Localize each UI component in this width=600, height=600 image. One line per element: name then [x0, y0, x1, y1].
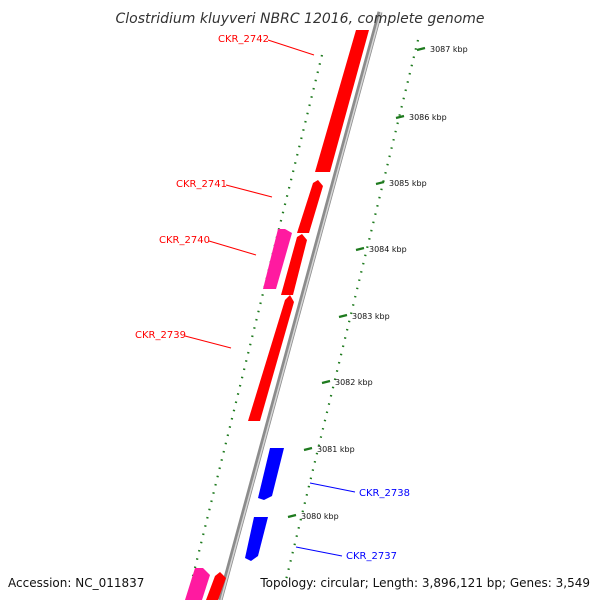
tick-label: 3081 kbp	[317, 445, 355, 454]
gene-leader-line	[309, 482, 356, 493]
gene-ckr-2741-arrow	[297, 180, 323, 233]
feature-ckr-2740-upper	[263, 229, 292, 289]
gene-leader-line	[225, 184, 273, 198]
gene-label-ckr-2738[interactable]: CKR_2738	[359, 488, 410, 499]
tick-mark	[287, 513, 297, 519]
gene-label-ckr-2737[interactable]: CKR_2737	[346, 551, 397, 562]
tick-label: 3085 kbp	[389, 179, 427, 188]
tick-mark	[355, 246, 365, 252]
gene-ckr-2738-arrow	[258, 448, 284, 500]
tick-label: 3082 kbp	[335, 378, 373, 387]
tick-label: 3083 kbp	[352, 312, 390, 321]
feature-bottom-pink	[185, 568, 210, 600]
tick-label: 3080 kbp	[301, 512, 339, 521]
gene-ckr-2739-arrow	[248, 295, 294, 421]
tick-mark	[321, 379, 331, 385]
gene-ckr-2742-arrow	[315, 30, 369, 172]
gene-ckr-2737-arrow	[245, 517, 268, 561]
tick-label: 3087 kbp	[430, 45, 468, 54]
gene-leader-line	[184, 335, 232, 349]
gene-leader-line	[208, 240, 257, 256]
gene-leader-line	[295, 546, 343, 557]
tick-label: 3086 kbp	[409, 113, 447, 122]
gene-label-ckr-2739[interactable]: CKR_2739	[135, 330, 186, 341]
genome-backbone	[215, 10, 385, 600]
gene-leader-line	[267, 39, 315, 56]
gene-ckr-2740-arrow	[281, 234, 307, 295]
map-title: Clostridium kluyveri NBRC 12016, complet…	[115, 11, 484, 27]
tick-label: 3084 kbp	[369, 245, 407, 254]
gene-bottom-red	[206, 572, 226, 600]
tick-mark	[395, 114, 405, 120]
gene-label-ckr-2740[interactable]: CKR_2740	[159, 235, 210, 246]
tick-mark	[375, 180, 385, 186]
tick-mark	[416, 46, 426, 52]
inner-dotted-rail	[190, 54, 324, 581]
gene-label-ckr-2741[interactable]: CKR_2741	[176, 179, 227, 190]
topology-text: Topology: circular; Length: 3,896,121 bp…	[259, 576, 590, 590]
accession-text: Accession: NC_011837	[8, 576, 144, 590]
gene-label-ckr-2742[interactable]: CKR_2742	[218, 34, 269, 45]
tick-mark	[303, 446, 313, 452]
tick-mark	[338, 313, 348, 319]
